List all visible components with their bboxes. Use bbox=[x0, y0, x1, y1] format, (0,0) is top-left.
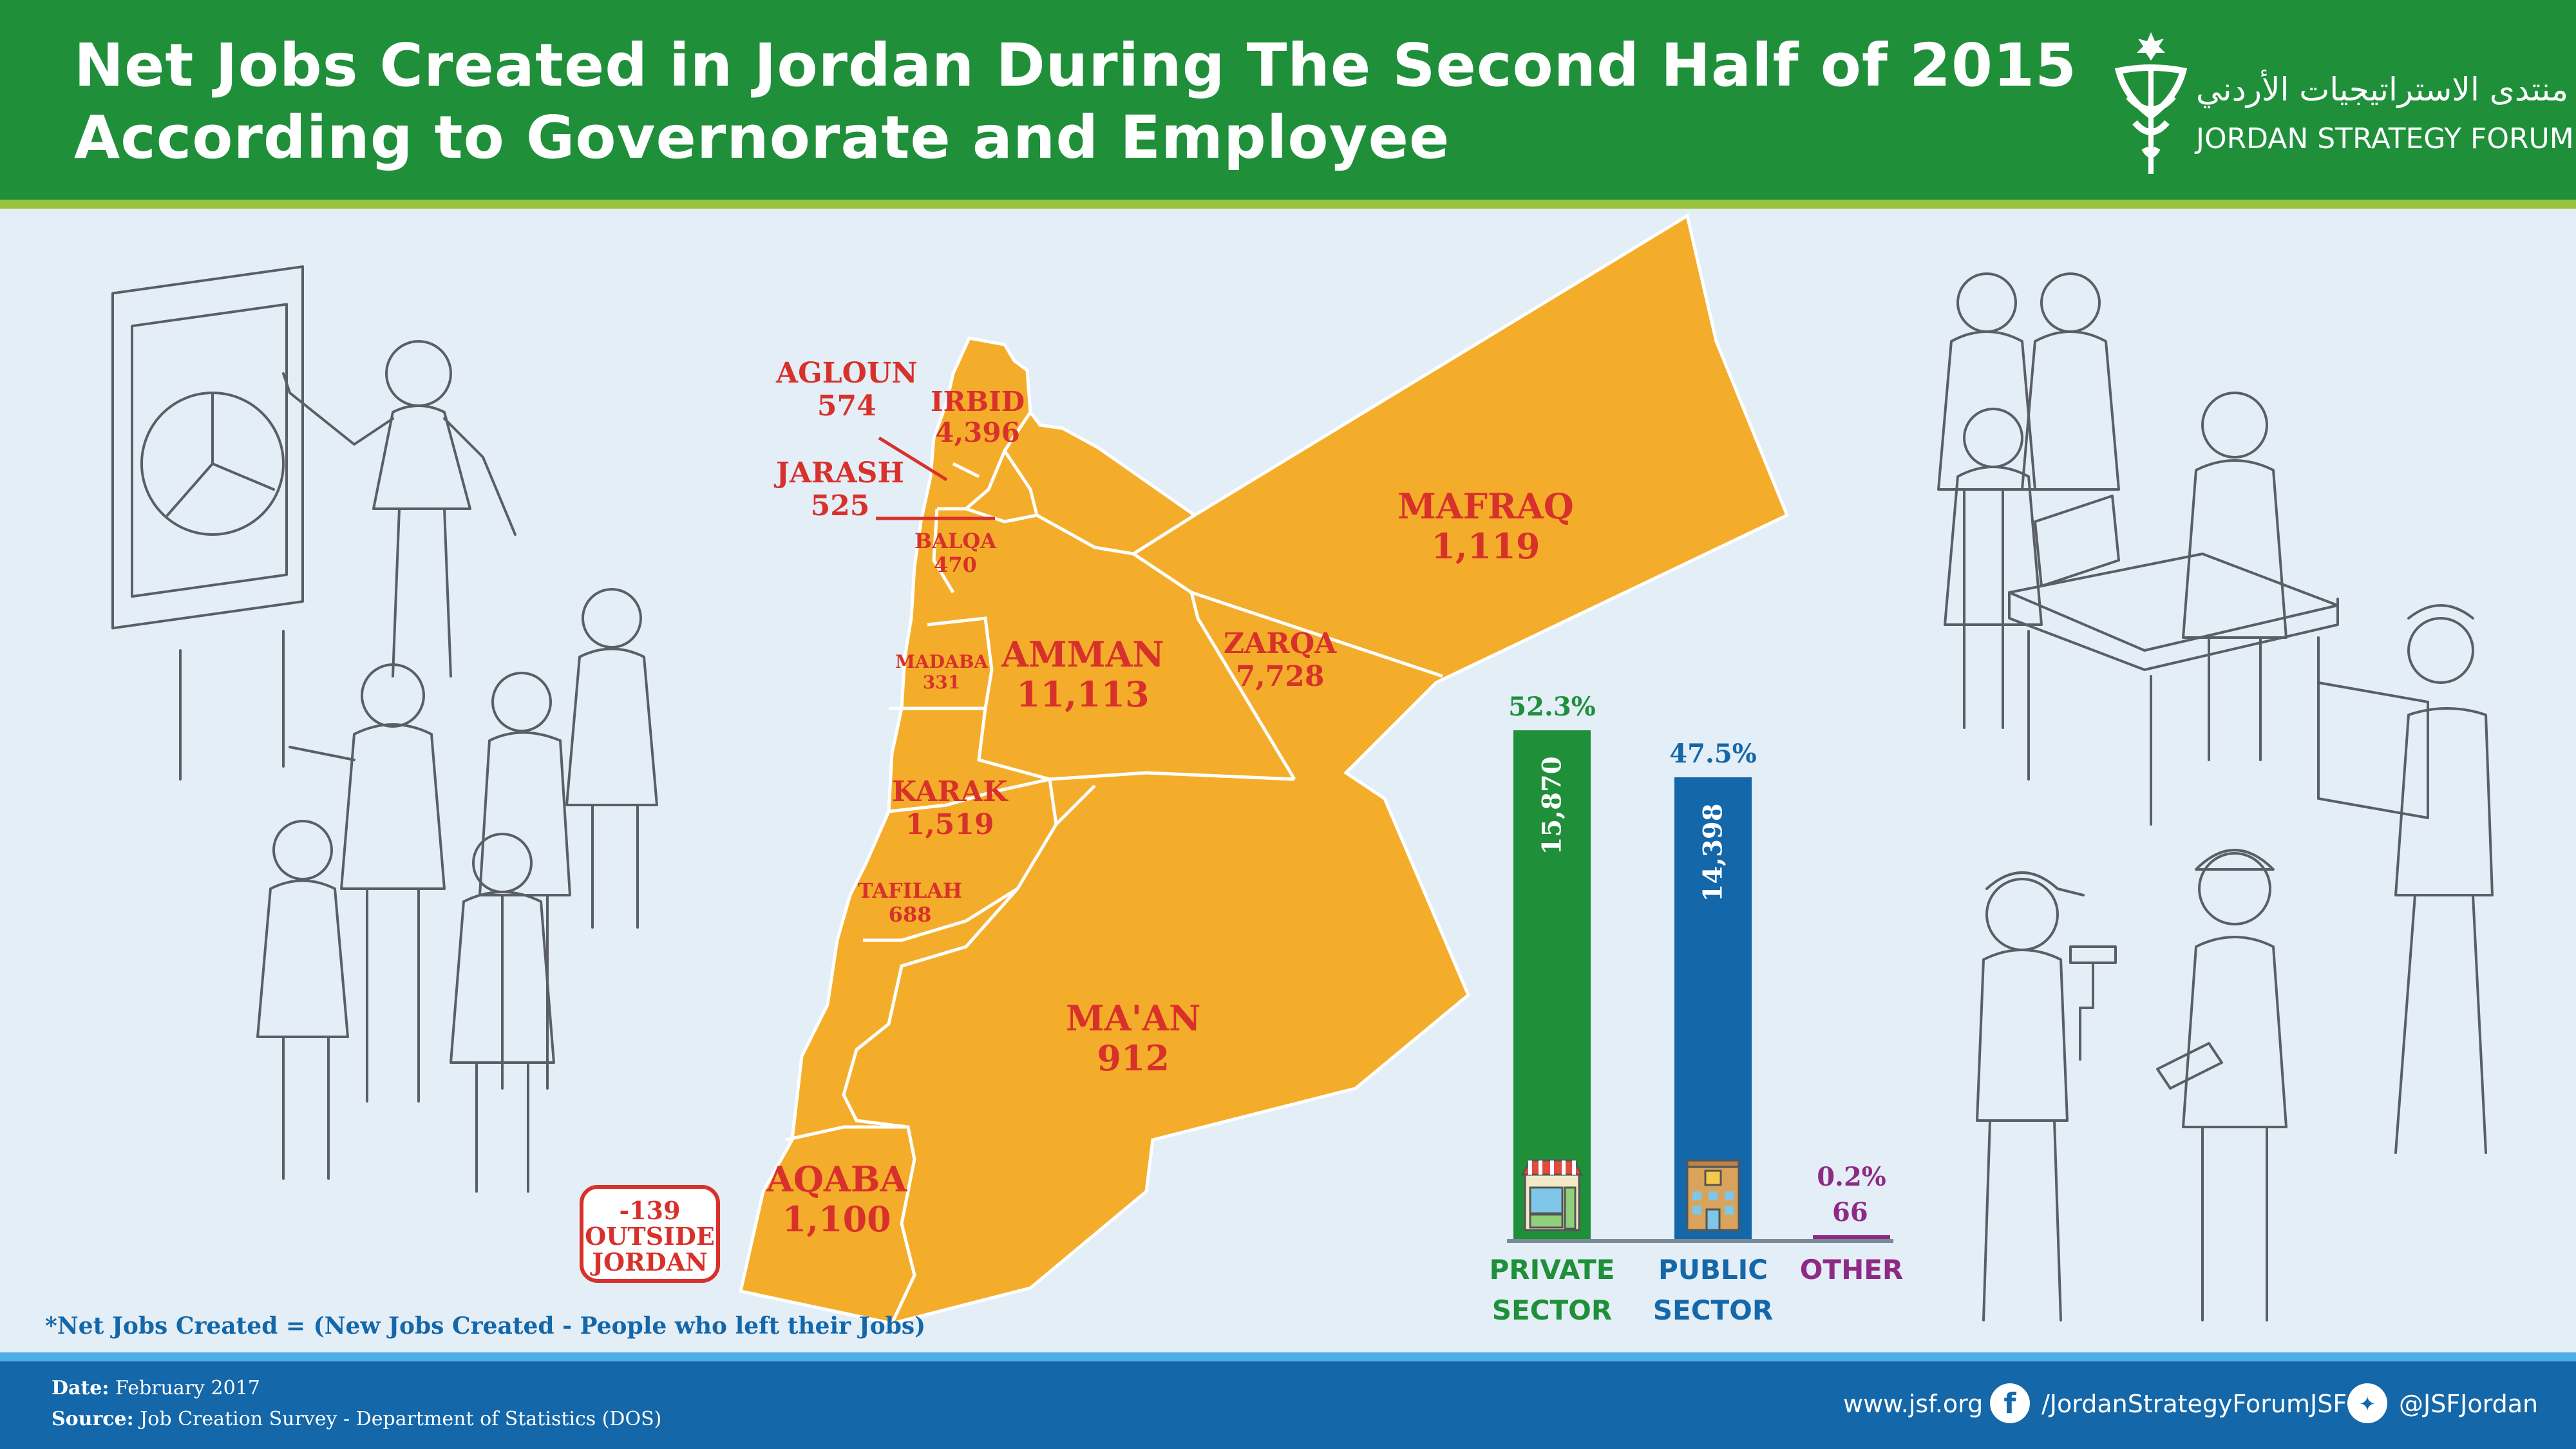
date-value: February 2017 bbox=[115, 1377, 260, 1399]
label-tafilah: TAFILAH 688 bbox=[858, 879, 962, 927]
label-jarash: JARASH 525 bbox=[776, 457, 904, 522]
building-icon bbox=[1681, 1155, 1745, 1233]
bar-percent-1: 47.5% bbox=[1669, 739, 1757, 770]
footer-source: Source: Job Creation Survey - Department… bbox=[52, 1408, 661, 1430]
page-title-line2: According to Governorate and Employee bbox=[74, 103, 1450, 172]
footnote: *Net Jobs Created = (New Jobs Created - … bbox=[45, 1312, 926, 1340]
gov-value: 1,100 bbox=[782, 1198, 891, 1240]
label-agloun: AGLOUN 574 bbox=[776, 357, 918, 422]
bar-category-1: PUBLIC SECTOR bbox=[1623, 1249, 1803, 1331]
gov-name: AGLOUN bbox=[776, 357, 918, 390]
gov-name: KARAK bbox=[892, 775, 1008, 808]
shop-icon bbox=[1520, 1155, 1584, 1233]
gov-name: MAFRAQ bbox=[1397, 486, 1574, 527]
gov-value: 331 bbox=[922, 672, 961, 694]
gov-name: AQABA bbox=[766, 1159, 907, 1200]
logo-english-text: JORDAN STRATEGY FORUM bbox=[2196, 122, 2574, 155]
label-balqa: BALQA 470 bbox=[914, 529, 996, 577]
workers-icon bbox=[1976, 849, 2287, 1321]
page-title-line1: Net Jobs Created in Jordan During The Se… bbox=[74, 31, 2078, 100]
facebook-icon[interactable]: f bbox=[1990, 1383, 2030, 1423]
gov-name: BALQA bbox=[914, 529, 997, 553]
gov-name: ZARQA bbox=[1224, 627, 1337, 660]
gov-name: TAFILAH bbox=[858, 878, 963, 903]
logo-arabic-text: منتدى الاستراتيجيات الأردني bbox=[2196, 71, 2569, 108]
label-karak: KARAK 1,519 bbox=[892, 775, 1008, 841]
label-mafraq: MAFRAQ 1,119 bbox=[1397, 486, 1574, 566]
bar-category-line2: SECTOR bbox=[1653, 1294, 1774, 1326]
bar-category-0: PRIVATE SECTOR bbox=[1462, 1249, 1642, 1331]
gov-name: MA'AN bbox=[1066, 998, 1201, 1039]
date-label: Date: bbox=[52, 1377, 109, 1399]
gov-value: 470 bbox=[934, 552, 977, 577]
gov-name: AMMAN bbox=[1001, 634, 1164, 675]
gov-value: 688 bbox=[888, 902, 932, 927]
bar-percent-2: 0.2% bbox=[1817, 1162, 1886, 1192]
label-madaba: MADABA 331 bbox=[895, 651, 989, 694]
footer-stripe bbox=[0, 1352, 2576, 1361]
bar-baseline bbox=[1507, 1239, 1893, 1243]
bar-percent-0: 52.3% bbox=[1508, 692, 1596, 722]
gov-value: 525 bbox=[810, 489, 870, 522]
gov-value: 7,728 bbox=[1235, 659, 1325, 693]
gov-value: 1,119 bbox=[1431, 526, 1540, 567]
gov-value: 912 bbox=[1097, 1037, 1170, 1079]
bar-category-line1: PUBLIC bbox=[1658, 1254, 1768, 1285]
twitter-icon[interactable]: ✦ bbox=[2347, 1383, 2387, 1423]
source-value: Job Creation Survey - Department of Stat… bbox=[140, 1408, 662, 1430]
header-stripe bbox=[0, 200, 2576, 209]
footer-date: Date: February 2017 bbox=[52, 1377, 260, 1399]
presenter-person-icon bbox=[282, 340, 516, 677]
gov-value: 11,113 bbox=[1016, 674, 1150, 715]
outside-value: -139 bbox=[619, 1196, 681, 1225]
bar-value-1: 14,398 bbox=[1698, 803, 1728, 902]
bar-0 bbox=[1513, 730, 1591, 1239]
agloun-pointer-line bbox=[878, 436, 948, 482]
bar-category-line1: OTHER bbox=[1799, 1254, 1904, 1285]
outside-jordan-badge: -139 OUTSIDE JORDAN bbox=[580, 1185, 720, 1283]
website-link[interactable]: www.jsf.org bbox=[1843, 1390, 1984, 1418]
label-zarqa: ZARQA 7,728 bbox=[1224, 627, 1337, 693]
label-aqaba: AQABA 1,100 bbox=[766, 1159, 907, 1239]
gov-name: MADABA bbox=[895, 651, 989, 672]
twitter-link[interactable]: @JSFJordan bbox=[2399, 1390, 2539, 1418]
bar-value-2: 66 bbox=[1832, 1197, 1868, 1227]
bar-category-2: OTHER bbox=[1761, 1249, 1942, 1290]
gov-value: 1,519 bbox=[905, 808, 994, 841]
audience-people-icon bbox=[256, 588, 658, 1193]
gov-name: JARASH bbox=[776, 457, 905, 489]
label-amman: AMMAN 11,113 bbox=[1001, 634, 1164, 714]
source-label: Source: bbox=[52, 1408, 134, 1430]
presentation-board-icon bbox=[111, 265, 304, 781]
bar-category-line2: SECTOR bbox=[1492, 1294, 1613, 1326]
outside-label-line2: JORDAN bbox=[592, 1247, 708, 1276]
header-banner bbox=[0, 0, 2576, 200]
gov-name: IRBID bbox=[931, 386, 1025, 417]
jsf-logo: منتدى الاستراتيجيات الأردني JORDAN STRAT… bbox=[2106, 26, 2574, 180]
bar-2 bbox=[1813, 1235, 1890, 1239]
gov-value: 574 bbox=[817, 389, 876, 422]
label-maan: MA'AN 912 bbox=[1066, 998, 1200, 1078]
facebook-link[interactable]: /JordanStrategyForumJSF bbox=[2041, 1390, 2347, 1418]
bar-category-line1: PRIVATE bbox=[1489, 1254, 1615, 1285]
gov-value: 4,396 bbox=[935, 417, 1020, 449]
outside-label-line1: OUTSIDE bbox=[585, 1221, 715, 1251]
footer-bar bbox=[0, 1361, 2576, 1449]
engineer-blueprint-icon bbox=[2317, 604, 2494, 1154]
label-irbid: IRBID 4,396 bbox=[931, 386, 1025, 449]
governorate-borders bbox=[785, 411, 1443, 1325]
bar-value-0: 15,870 bbox=[1537, 756, 1567, 855]
jsf-emblem-icon bbox=[2114, 32, 2188, 174]
